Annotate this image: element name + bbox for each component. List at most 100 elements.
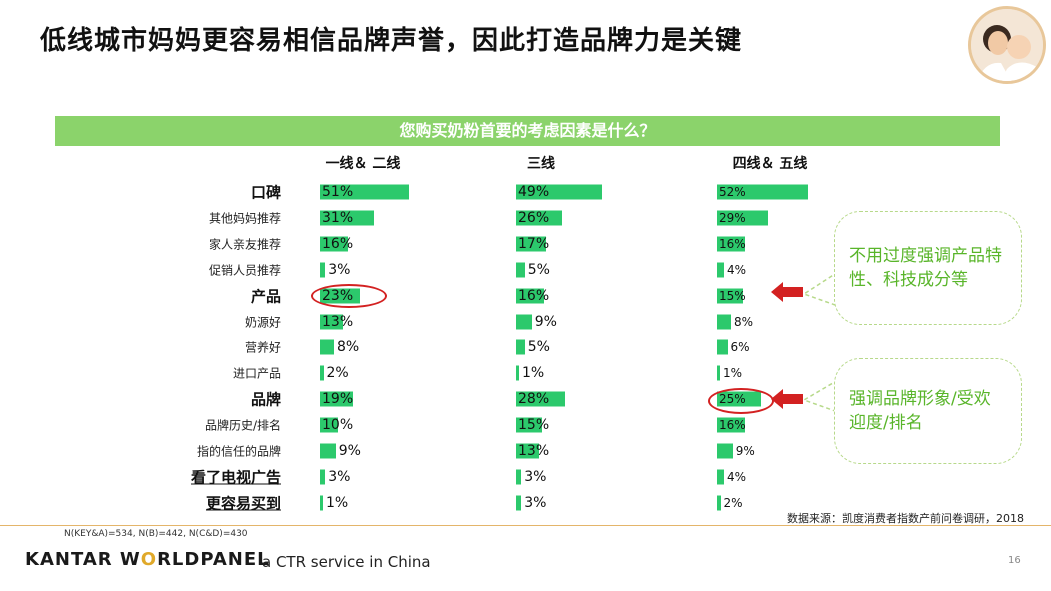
bar — [320, 443, 336, 459]
bar — [516, 495, 522, 511]
bar — [320, 339, 334, 355]
value-label: 2% — [723, 495, 743, 510]
value-label: 29% — [719, 210, 746, 225]
bar — [516, 236, 546, 252]
bar — [320, 365, 324, 381]
value-label: 16% — [719, 418, 746, 433]
bar — [717, 236, 745, 252]
bar — [717, 314, 731, 329]
category-label: 其他妈妈推荐 — [208, 211, 281, 226]
series-header: 一线＆ 二线 — [325, 156, 401, 172]
bar — [320, 262, 326, 278]
value-label: 16% — [719, 236, 746, 251]
category-label: 进口产品 — [232, 366, 281, 381]
value-label: 15% — [518, 417, 550, 434]
mother-baby-photo — [968, 6, 1046, 84]
bar — [717, 184, 808, 200]
kantar-worldpanel-logo: KANTAR WORLDPANEL — [25, 549, 270, 570]
value-label: 51% — [322, 184, 354, 200]
value-label: 9% — [338, 443, 361, 459]
bar — [717, 288, 744, 304]
bar — [320, 236, 348, 252]
value-label: 1% — [723, 366, 743, 381]
callout-brand: 强调品牌形象/受欢迎度/排名 — [834, 358, 1022, 464]
bar — [516, 184, 602, 200]
bar — [516, 314, 532, 329]
value-label: 8% — [734, 314, 754, 329]
bar — [717, 417, 745, 433]
category-label: 看了电视广告 — [190, 468, 281, 487]
category-label: 营养好 — [244, 340, 281, 355]
category-label: 奶源好 — [244, 315, 281, 329]
category-label: 促销人员推荐 — [208, 263, 281, 278]
callout-pointer — [802, 271, 839, 307]
value-label: 3% — [328, 468, 351, 485]
bar — [717, 443, 733, 459]
logo-text-accent: O — [140, 549, 158, 570]
bar — [516, 288, 544, 304]
bar — [516, 339, 525, 355]
logo-text: RLDPANEL — [157, 549, 270, 570]
bar — [516, 391, 565, 407]
bar — [717, 210, 768, 226]
value-label: 1% — [326, 494, 349, 511]
value-label: 52% — [719, 185, 746, 199]
value-label: 31% — [322, 209, 354, 226]
bar — [516, 262, 525, 278]
value-label: 26% — [518, 209, 550, 226]
bar — [717, 262, 724, 278]
value-label: 3% — [524, 494, 547, 511]
value-label: 17% — [518, 235, 550, 252]
value-label: 16% — [322, 235, 354, 252]
callout-pointer — [802, 379, 839, 413]
bar — [516, 417, 543, 433]
bar — [320, 391, 354, 407]
bar — [320, 469, 326, 485]
category-label: 产品 — [250, 287, 281, 306]
bar — [717, 469, 724, 485]
value-label: 3% — [524, 468, 547, 485]
bar — [717, 365, 720, 381]
category-label: 口碑 — [250, 183, 281, 202]
value-label: 49% — [518, 184, 550, 200]
page-number: 16 — [1008, 555, 1021, 566]
bar — [516, 443, 539, 459]
value-label: 6% — [730, 340, 750, 355]
red-arrow-icon — [771, 389, 803, 409]
bar — [717, 339, 728, 355]
value-label: 15% — [719, 288, 746, 303]
value-label: 10% — [322, 417, 354, 434]
value-label: 4% — [727, 262, 747, 277]
value-label: 8% — [337, 339, 360, 356]
bar — [320, 210, 375, 226]
category-label: 品牌历史/排名 — [204, 418, 281, 433]
sample-size-note: N(KEY&A)=534, N(B)=442, N(C&D)=430 — [64, 529, 248, 539]
value-label: 2% — [326, 365, 349, 382]
value-label: 13% — [518, 443, 550, 459]
series-header: 四线＆ 五线 — [732, 156, 808, 172]
bar — [717, 495, 721, 511]
value-label: 9% — [534, 313, 557, 330]
value-label: 9% — [735, 444, 755, 458]
value-label: 19% — [322, 391, 354, 408]
value-label: 4% — [727, 469, 747, 484]
page-title: 低线城市妈妈更容易相信品牌声誉，因此打造品牌力是关键 — [40, 26, 743, 56]
category-label: 家人亲友推荐 — [208, 237, 281, 252]
value-label: 5% — [527, 339, 550, 356]
value-label: 5% — [527, 261, 550, 278]
value-label: 13% — [322, 313, 354, 330]
value-label: 16% — [518, 287, 550, 304]
callout-product: 不用过度强调产品特性、科技成分等 — [834, 211, 1022, 325]
value-label: 28% — [518, 391, 550, 408]
bar — [320, 417, 338, 433]
category-label: 更容易买到 — [205, 494, 281, 513]
value-label: 1% — [522, 365, 545, 382]
series-header: 三线 — [527, 156, 555, 172]
bar — [516, 469, 522, 485]
category-label: 品牌 — [250, 390, 281, 409]
footer-divider — [0, 525, 1051, 526]
mother-baby-illustration — [971, 9, 1043, 81]
bar — [516, 365, 519, 381]
highlight-ellipse-brand-tier4 — [708, 388, 774, 414]
bar — [320, 184, 410, 200]
